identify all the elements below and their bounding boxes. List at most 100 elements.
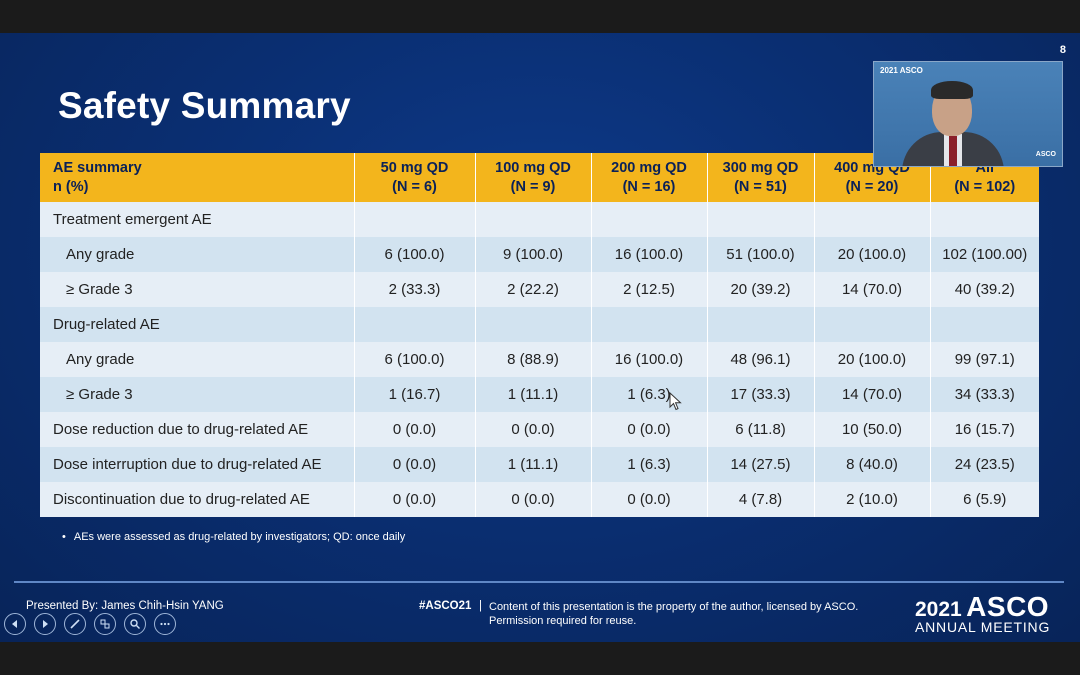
slide-title: Safety Summary: [58, 85, 351, 126]
table-cell: 0 (0.0): [353, 482, 475, 517]
table-cell: 0 (0.0): [590, 412, 707, 447]
header-200mg: 200 mg QD (N = 16): [590, 153, 707, 202]
row-label: ≥ Grade 3: [40, 272, 354, 307]
table-row: Any grade 6 (100.0) 8 (88.9) 16 (100.0) …: [40, 342, 1039, 377]
table-cell: 14 (70.0): [813, 272, 930, 307]
viewer-bottom-bar: [0, 642, 1080, 675]
row-label: Any grade: [40, 342, 354, 377]
table-cell: [929, 307, 1039, 342]
table-cell: [353, 307, 475, 342]
table-cell: 8 (40.0): [813, 447, 930, 482]
table-cell: 40 (39.2): [929, 272, 1039, 307]
header-100mg: 100 mg QD (N = 9): [474, 153, 591, 202]
table-cell: [353, 202, 475, 237]
more-icon[interactable]: [154, 613, 176, 635]
ae-summary-table: AE summary n (%) 50 mg QD (N = 6) 100 mg Q…: [40, 153, 1039, 517]
table-cell: [813, 307, 930, 342]
table-cell: 20 (100.0): [813, 237, 930, 272]
webcam-asco-logo: 2021 ASCO: [880, 66, 923, 75]
table-cell: 6 (5.9): [929, 482, 1039, 517]
table-cell: 8 (88.9): [474, 342, 591, 377]
presentation-slide: 8 Safety Summary AE summary n (%) 50 mg Q…: [0, 33, 1080, 642]
table-cell: 14 (27.5): [706, 447, 814, 482]
table-cell: 2 (22.2): [474, 272, 591, 307]
table-cell: [929, 202, 1039, 237]
previous-icon[interactable]: [4, 613, 26, 635]
pen-icon[interactable]: [64, 613, 86, 635]
conference-hashtag: #ASCO21: [419, 600, 472, 612]
speaker-webcam: 2021 ASCO ASCO: [873, 61, 1063, 167]
table-cell: [706, 202, 814, 237]
table-cell: 51 (100.0): [706, 237, 814, 272]
table-cell: 2 (12.5): [590, 272, 707, 307]
table-row: Treatment emergent AE: [40, 202, 1039, 237]
table-cell: 1 (16.7): [353, 377, 475, 412]
row-label: Dose interruption due to drug-related AE: [40, 447, 354, 482]
table-cell: [590, 202, 707, 237]
table-cell: 2 (10.0): [813, 482, 930, 517]
table-cell: 0 (0.0): [474, 482, 591, 517]
table-cell: 1 (6.3): [590, 377, 707, 412]
footer-divider: [14, 581, 1064, 583]
table-cell: 102 (100.00): [929, 237, 1039, 272]
table-cell: [474, 307, 591, 342]
table-cell: 99 (97.1): [929, 342, 1039, 377]
bullet-icon: •: [62, 531, 66, 543]
table-cell: 1 (11.1): [474, 377, 591, 412]
table-cell: 20 (100.0): [813, 342, 930, 377]
table-cell: 1 (11.1): [474, 447, 591, 482]
table-cell: 10 (50.0): [813, 412, 930, 447]
table-cell: [474, 202, 591, 237]
table-cell: 9 (100.0): [474, 237, 591, 272]
table-cell: 17 (33.3): [706, 377, 814, 412]
row-label: Discontinuation due to drug-related AE: [40, 482, 354, 517]
speaker-hair: [931, 81, 973, 99]
table-row: Dose reduction due to drug-related AE 0 …: [40, 412, 1039, 447]
header-ae-summary: AE summary n (%): [40, 153, 354, 202]
mouse-cursor-icon: [669, 392, 682, 411]
table-row: Discontinuation due to drug-related AE 0…: [40, 482, 1039, 517]
table-cell: 0 (0.0): [353, 412, 475, 447]
table-cell: 20 (39.2): [706, 272, 814, 307]
zoom-icon[interactable]: [124, 613, 146, 635]
presenter-credit: Presented By: James Chih-Hsin YANG: [26, 600, 224, 612]
table-cell: 34 (33.3): [929, 377, 1039, 412]
header-50mg: 50 mg QD (N = 6): [353, 153, 475, 202]
row-label: Drug-related AE: [40, 307, 354, 342]
table-cell: 0 (0.0): [474, 412, 591, 447]
slides-icon[interactable]: [94, 613, 116, 635]
table-cell: 16 (15.7): [929, 412, 1039, 447]
footnote: • AEs were assessed as drug-related by in…: [62, 531, 406, 543]
table-row: ≥ Grade 3 1 (16.7) 1 (11.1) 1 (6.3) 17 (…: [40, 377, 1039, 412]
webcam-asco-small-logo: ASCO: [1035, 151, 1056, 158]
table-cell: 1 (6.3): [590, 447, 707, 482]
table-row: ≥ Grade 3 2 (33.3) 2 (22.2) 2 (12.5) 20 …: [40, 272, 1039, 307]
speaker-tie: [949, 136, 957, 166]
table-cell: 2 (33.3): [353, 272, 475, 307]
table-cell: 6 (100.0): [353, 237, 475, 272]
table-row: Drug-related AE: [40, 307, 1039, 342]
header-300mg: 300 mg QD (N = 51): [706, 153, 814, 202]
row-label: Dose reduction due to drug-related AE: [40, 412, 354, 447]
table-cell: 24 (23.5): [929, 447, 1039, 482]
asco-logo: 2021 ASCO ANNUAL MEETING: [915, 591, 1051, 635]
copyright-notice: Content of this presentation is the prop…: [489, 601, 859, 627]
table-cell: 16 (100.0): [590, 342, 707, 377]
table-row: Dose interruption due to drug-related AE…: [40, 447, 1039, 482]
table-cell: 6 (11.8): [706, 412, 814, 447]
table-row: Any grade 6 (100.0) 9 (100.0) 16 (100.0)…: [40, 237, 1039, 272]
next-icon[interactable]: [34, 613, 56, 635]
row-label: Any grade: [40, 237, 354, 272]
footer-separator: |: [479, 600, 482, 612]
table-cell: [590, 307, 707, 342]
table-cell: 16 (100.0): [590, 237, 707, 272]
table-cell: 6 (100.0): [353, 342, 475, 377]
table-cell: 4 (7.8): [706, 482, 814, 517]
row-label: ≥ Grade 3: [40, 377, 354, 412]
slideshow-controls: [4, 613, 176, 635]
table-cell: 48 (96.1): [706, 342, 814, 377]
table-cell: 0 (0.0): [353, 447, 475, 482]
row-label: Treatment emergent AE: [40, 202, 354, 237]
viewer-top-bar: [0, 0, 1080, 33]
table-cell: 14 (70.0): [813, 377, 930, 412]
